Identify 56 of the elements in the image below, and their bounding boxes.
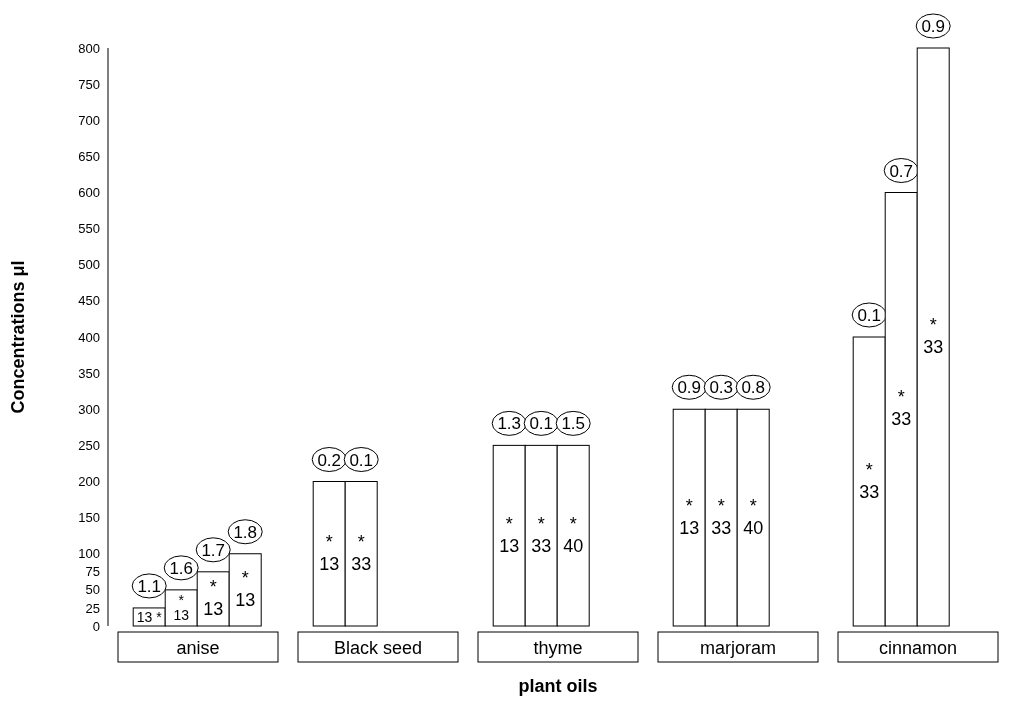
annotation: * 33 xyxy=(531,513,552,556)
annotation: * 13 xyxy=(173,592,190,624)
y-tick-label: 750 xyxy=(78,76,100,92)
y-tick-label: 0 xyxy=(92,618,100,634)
y-tick-label: 75 xyxy=(85,564,100,580)
y-tick-label: 150 xyxy=(78,510,100,526)
annotation: 0.1 xyxy=(857,306,882,325)
annotation: 13 * xyxy=(136,608,163,625)
x-tick-label: anise xyxy=(176,638,220,658)
annotation: 0.3 xyxy=(709,378,734,398)
annotation: 1.8 xyxy=(233,522,258,542)
text: 0.9 xyxy=(921,17,946,36)
y-axis-title: Concentrations μl xyxy=(8,260,29,414)
annotation: * 40 xyxy=(563,513,584,556)
annotation: 0.2 xyxy=(317,450,342,470)
x-tick-label: thyme xyxy=(533,638,583,658)
annotation: 1.7 xyxy=(201,540,226,560)
y-tick-label: 400 xyxy=(78,329,100,345)
y-tick-label: 50 xyxy=(85,582,100,598)
y-tick-label: 700 xyxy=(78,112,100,128)
x-axis-title: plant oils xyxy=(517,676,599,697)
x-tick-label: Black seed xyxy=(333,638,423,658)
x-tick-label: cinnamon xyxy=(878,638,958,658)
y-tick-label: 200 xyxy=(78,474,100,490)
y-tick-label: 100 xyxy=(78,546,100,562)
y-tick-label: 500 xyxy=(78,257,100,273)
annotation: * 13 xyxy=(235,567,256,610)
annotation: 0.1 xyxy=(529,414,554,434)
y-tick-label: 450 xyxy=(78,293,100,309)
annotation: 0.1 xyxy=(349,450,374,470)
annotation: 1.6 xyxy=(169,558,194,578)
x-tick-label: marjoram xyxy=(699,638,777,658)
annotation: 1.3 xyxy=(497,414,522,434)
y-tick-label: 250 xyxy=(78,437,100,453)
annotation: * 13 xyxy=(499,513,520,556)
annotation: * 33 xyxy=(923,315,944,357)
annotation: 0.9 xyxy=(677,378,702,398)
annotation: * 13 xyxy=(203,576,224,619)
annotation: * 13 xyxy=(679,495,700,538)
y-tick-label: 550 xyxy=(78,221,100,237)
y-tick-label: 25 xyxy=(85,600,100,616)
annotation: 1.5 xyxy=(561,414,586,434)
annotation: * 33 xyxy=(351,531,372,574)
annotation: 0.8 xyxy=(741,378,766,398)
annotation: * 33 xyxy=(711,495,732,538)
y-tick-label: 650 xyxy=(78,148,100,164)
annotation: * 33 xyxy=(891,387,912,430)
y-tick-label: 800 xyxy=(78,40,100,56)
y-tick-label: 600 xyxy=(78,185,100,201)
annotation: 0.7 xyxy=(889,161,914,181)
y-tick-label: 300 xyxy=(78,401,100,417)
annotation: * 13 xyxy=(319,531,340,574)
annotation: * 40 xyxy=(743,495,764,538)
annotation: 1.1 xyxy=(137,576,162,596)
annotation: * 33 xyxy=(859,459,880,502)
y-tick-label: 350 xyxy=(78,365,100,381)
